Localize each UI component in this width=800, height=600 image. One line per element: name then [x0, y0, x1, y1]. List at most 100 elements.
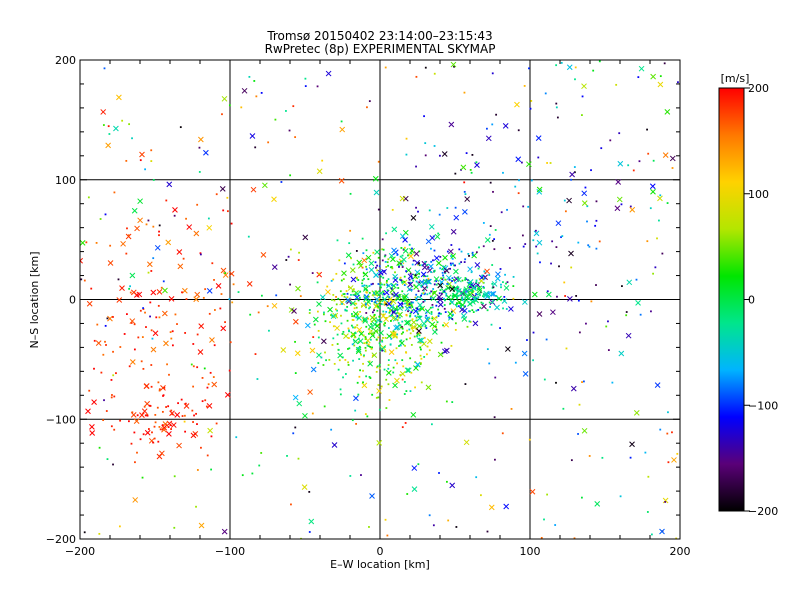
point-x-marker: [411, 465, 418, 471]
point-x-marker: [522, 370, 529, 377]
point-dot-marker: [482, 302, 484, 305]
point-x-marker: [401, 294, 408, 301]
point-x-marker: [221, 95, 228, 102]
point-dot-marker: [381, 259, 384, 262]
point-dot-marker: [365, 289, 368, 291]
point-dot-marker: [482, 245, 485, 248]
point-dot-marker: [408, 303, 411, 305]
point-dot-marker: [581, 114, 583, 116]
point-dot-marker: [432, 288, 435, 290]
point-dot-marker: [370, 323, 373, 325]
point-x-marker: [296, 400, 303, 407]
point-dot-marker: [376, 330, 378, 333]
point-dot-marker: [384, 336, 387, 339]
point-dot-marker: [486, 530, 489, 533]
point-dot-marker: [299, 295, 302, 297]
point-dot-marker: [128, 123, 131, 126]
point-dot-marker: [551, 240, 554, 243]
point-dot-marker: [144, 168, 147, 171]
point-dot-marker: [126, 227, 128, 230]
point-x-marker: [162, 287, 168, 294]
point-dot-marker: [495, 295, 498, 297]
point-dot-marker: [145, 326, 147, 328]
point-dot-marker: [364, 349, 367, 352]
point-dot-marker: [343, 295, 346, 298]
point-x-marker: [536, 186, 543, 193]
point-x-marker: [416, 315, 423, 322]
point-dot-marker: [415, 307, 418, 310]
point-x-marker: [569, 171, 575, 178]
point-dot-marker: [493, 238, 496, 241]
point-x-marker: [433, 255, 440, 261]
point-dot-marker: [341, 303, 343, 305]
point-dot-marker: [594, 224, 597, 227]
point-dot-marker: [102, 124, 105, 126]
point-dot-marker: [435, 283, 438, 286]
point-dot-marker: [429, 297, 432, 300]
point-dot-marker: [392, 330, 395, 333]
point-x-marker: [471, 296, 478, 302]
point-dot-marker: [410, 301, 413, 304]
point-dot-marker: [179, 126, 182, 129]
point-dot-marker: [410, 304, 413, 307]
point-dot-marker: [347, 361, 350, 364]
point-dot-marker: [355, 316, 358, 319]
point-dot-marker: [500, 283, 502, 286]
point-dot-marker: [346, 306, 349, 308]
point-x-marker: [221, 528, 228, 535]
point-dot-marker: [518, 179, 520, 182]
point-dot-marker: [389, 266, 392, 269]
point-dot-marker: [577, 299, 580, 302]
point-x-marker: [368, 260, 375, 267]
point-dot-marker: [489, 306, 491, 308]
point-dot-marker: [202, 296, 205, 299]
point-x-marker: [91, 399, 97, 406]
point-dot-marker: [384, 254, 387, 257]
point-x-marker: [198, 136, 204, 143]
point-dot-marker: [595, 284, 597, 286]
point-dot-marker: [371, 346, 374, 349]
point-dot-marker: [447, 519, 450, 522]
point-dot-marker: [287, 255, 290, 258]
point-dot-marker: [396, 315, 399, 317]
point-dot-marker: [322, 313, 325, 316]
point-x-marker: [302, 412, 308, 419]
point-x-marker: [160, 385, 166, 391]
point-dot-marker: [140, 360, 143, 363]
point-x-marker: [207, 427, 213, 434]
point-dot-marker: [482, 293, 485, 296]
point-dot-marker: [201, 400, 204, 403]
point-dot-marker: [378, 265, 381, 268]
point-dot-marker: [528, 67, 530, 70]
point-dot-marker: [426, 316, 429, 319]
point-dot-marker: [357, 337, 360, 340]
point-dot-marker: [428, 209, 431, 212]
point-x-marker: [657, 81, 664, 88]
point-dot-marker: [452, 313, 454, 316]
point-dot-marker: [676, 452, 679, 455]
point-x-marker: [413, 250, 420, 257]
point-x-marker: [662, 497, 669, 504]
point-dot-marker: [391, 284, 393, 287]
point-x-marker: [471, 252, 478, 259]
point-dot-marker: [420, 348, 422, 351]
point-x-marker: [381, 268, 387, 275]
point-dot-marker: [478, 246, 480, 249]
point-x-marker: [633, 410, 640, 416]
point-dot-marker: [415, 299, 417, 302]
point-dot-marker: [355, 250, 358, 252]
point-dot-marker: [158, 230, 160, 233]
point-dot-marker: [338, 359, 341, 362]
point-dot-marker: [376, 269, 379, 272]
point-dot-marker: [83, 531, 86, 534]
point-dot-marker: [514, 185, 517, 188]
point-dot-marker: [412, 259, 415, 262]
point-dot-marker: [555, 64, 558, 67]
point-dot-marker: [205, 405, 208, 408]
point-dot-marker: [483, 286, 485, 289]
point-dot-marker: [360, 474, 362, 476]
point-dot-marker: [469, 320, 472, 323]
point-dot-marker: [260, 91, 263, 94]
point-dot-marker: [352, 359, 354, 362]
point-x-marker: [154, 244, 161, 251]
